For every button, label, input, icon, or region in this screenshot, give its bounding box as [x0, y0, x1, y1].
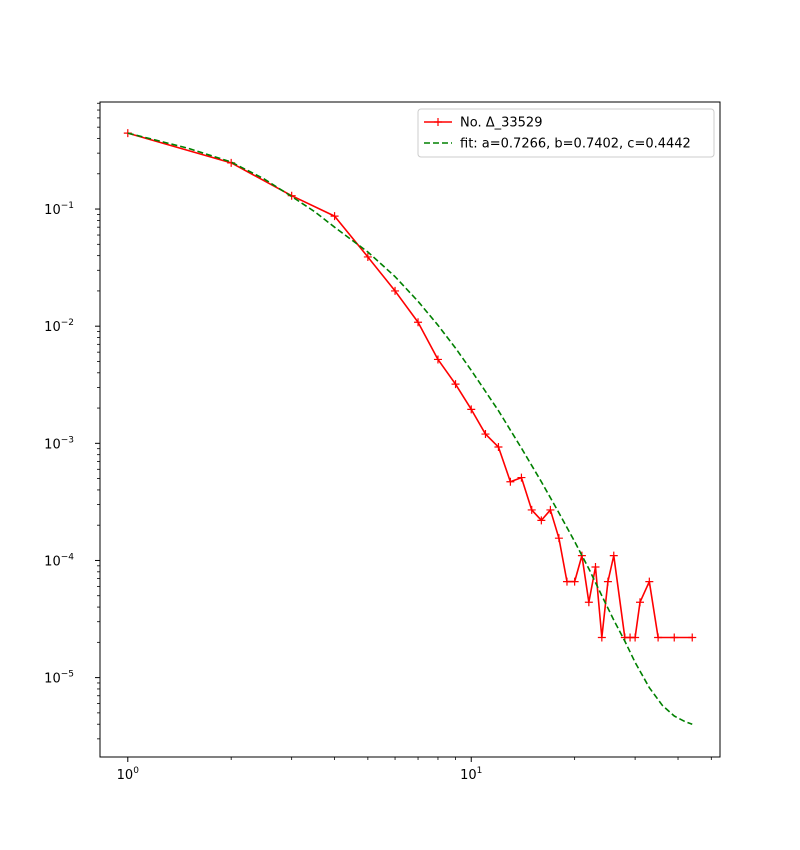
data-point [631, 633, 640, 642]
data-point [527, 505, 536, 514]
series-line-2 [127, 132, 693, 725]
data-point [537, 516, 546, 525]
data-point [330, 212, 339, 221]
data-point [609, 551, 618, 560]
series-layer [123, 129, 697, 725]
y-tick-label: 10−2 [44, 318, 74, 335]
data-point [591, 562, 600, 571]
data-point [603, 577, 612, 586]
data-point [636, 598, 645, 607]
legend: No. Δ_33529 fit: a=0.7266, b=0.7402, c=0.… [417, 108, 715, 158]
axes-frame [99, 101, 721, 758]
legend-box [417, 108, 715, 158]
data-point [654, 633, 663, 642]
data-point [546, 505, 555, 514]
data-point [451, 380, 460, 389]
data-point [584, 598, 593, 607]
data-point [570, 577, 579, 586]
x-tick-label: 101 [460, 766, 482, 783]
y-tick-label: 10−4 [44, 552, 74, 569]
data-point [645, 577, 654, 586]
data-point [506, 477, 515, 486]
data-point [433, 355, 442, 364]
legend-marker [434, 118, 442, 126]
y-tick-label: 10−5 [44, 670, 74, 687]
y-tick-label: 10−3 [44, 435, 74, 452]
data-point [363, 252, 372, 261]
data-point [391, 286, 400, 295]
data-point [467, 405, 476, 414]
data-point [517, 473, 526, 482]
legend-label-1: No. Δ_33529 [460, 116, 542, 131]
data-point [670, 633, 679, 642]
data-point [688, 633, 697, 642]
y-tick-label: 10−1 [44, 201, 74, 218]
plot-area [100, 102, 720, 757]
data-point [562, 577, 571, 586]
data-point [494, 443, 503, 452]
data-point [481, 430, 490, 439]
data-point [597, 633, 606, 642]
x-tick-label: 100 [117, 766, 140, 783]
legend-label-2: fit: a=0.7266, b=0.7402, c=0.4442 [460, 137, 691, 152]
data-point [554, 534, 563, 543]
data-point [414, 318, 423, 327]
